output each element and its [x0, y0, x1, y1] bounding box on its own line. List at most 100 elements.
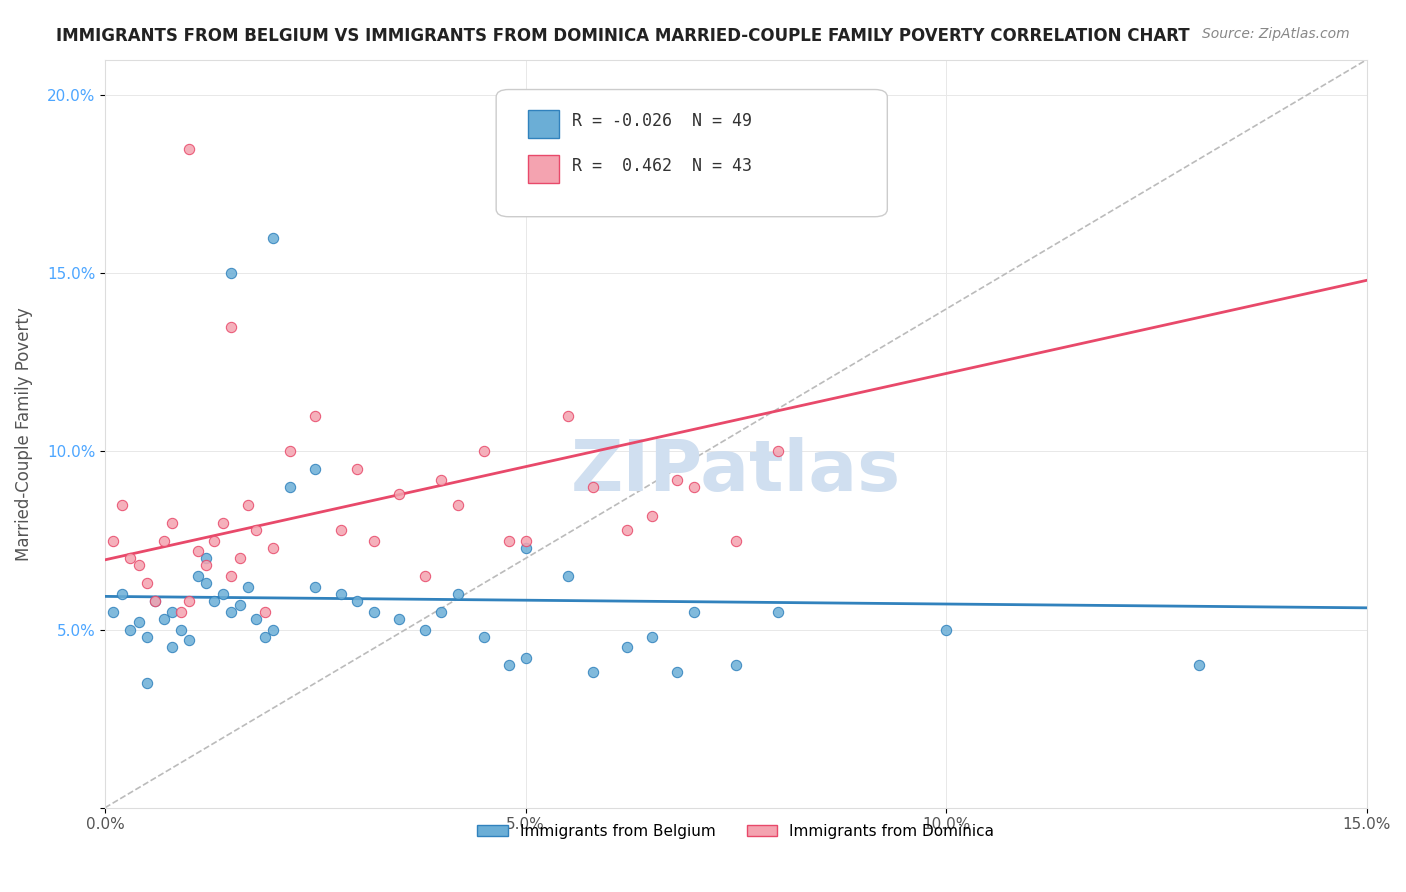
- Point: [236, 580, 259, 594]
- Point: [430, 605, 453, 619]
- Point: [724, 533, 747, 548]
- Point: [179, 142, 201, 156]
- Point: [179, 594, 201, 608]
- Point: [179, 633, 201, 648]
- Point: [111, 498, 134, 512]
- Point: [413, 569, 436, 583]
- FancyBboxPatch shape: [527, 154, 560, 183]
- Point: [211, 516, 233, 530]
- Point: [170, 605, 193, 619]
- Point: [682, 480, 704, 494]
- Text: IMMIGRANTS FROM BELGIUM VS IMMIGRANTS FROM DOMINICA MARRIED-COUPLE FAMILY POVERT: IMMIGRANTS FROM BELGIUM VS IMMIGRANTS FR…: [56, 27, 1189, 45]
- Point: [253, 630, 276, 644]
- Point: [329, 523, 352, 537]
- Point: [186, 544, 208, 558]
- Point: [262, 231, 284, 245]
- Point: [766, 605, 789, 619]
- Point: [363, 533, 385, 548]
- Point: [641, 630, 664, 644]
- Point: [616, 640, 638, 655]
- Point: [162, 605, 184, 619]
- Point: [194, 576, 217, 591]
- Text: R = -0.026  N = 49: R = -0.026 N = 49: [572, 112, 752, 130]
- Point: [724, 658, 747, 673]
- Text: Source: ZipAtlas.com: Source: ZipAtlas.com: [1202, 27, 1350, 41]
- Point: [1187, 658, 1209, 673]
- Point: [194, 551, 217, 566]
- Point: [515, 533, 537, 548]
- Point: [245, 612, 267, 626]
- Point: [145, 594, 167, 608]
- Point: [472, 630, 495, 644]
- Point: [329, 587, 352, 601]
- Point: [219, 569, 242, 583]
- Point: [388, 487, 411, 501]
- Point: [582, 665, 605, 680]
- Point: [682, 605, 704, 619]
- Point: [262, 541, 284, 555]
- Point: [599, 195, 621, 210]
- Point: [128, 558, 150, 573]
- Point: [202, 594, 225, 608]
- Point: [304, 409, 326, 423]
- Point: [346, 462, 368, 476]
- Point: [120, 551, 142, 566]
- Point: [219, 605, 242, 619]
- Point: [430, 473, 453, 487]
- Point: [136, 630, 159, 644]
- Point: [211, 587, 233, 601]
- Point: [278, 480, 301, 494]
- Point: [304, 580, 326, 594]
- Point: [498, 658, 520, 673]
- Point: [162, 516, 184, 530]
- Point: [515, 541, 537, 555]
- Text: ZIPatlas: ZIPatlas: [571, 436, 901, 506]
- Point: [136, 676, 159, 690]
- Point: [515, 651, 537, 665]
- Point: [472, 444, 495, 458]
- Legend: Immigrants from Belgium, Immigrants from Dominica: Immigrants from Belgium, Immigrants from…: [471, 818, 1001, 845]
- Point: [641, 508, 664, 523]
- Point: [304, 462, 326, 476]
- Point: [935, 623, 957, 637]
- Point: [202, 533, 225, 548]
- Point: [262, 623, 284, 637]
- Point: [228, 598, 250, 612]
- Point: [128, 615, 150, 630]
- Point: [413, 623, 436, 637]
- Point: [557, 569, 579, 583]
- FancyBboxPatch shape: [527, 110, 560, 138]
- Point: [498, 533, 520, 548]
- Point: [153, 612, 176, 626]
- Point: [186, 569, 208, 583]
- Point: [219, 266, 242, 280]
- FancyBboxPatch shape: [496, 89, 887, 217]
- Point: [666, 665, 689, 680]
- Point: [228, 551, 250, 566]
- Y-axis label: Married-Couple Family Poverty: Married-Couple Family Poverty: [15, 307, 32, 560]
- Point: [111, 587, 134, 601]
- Point: [582, 480, 605, 494]
- Point: [346, 594, 368, 608]
- Point: [153, 533, 176, 548]
- Point: [120, 623, 142, 637]
- Point: [145, 594, 167, 608]
- Point: [194, 558, 217, 573]
- Point: [103, 605, 125, 619]
- Point: [170, 623, 193, 637]
- Point: [666, 473, 689, 487]
- Point: [136, 576, 159, 591]
- Point: [162, 640, 184, 655]
- Point: [278, 444, 301, 458]
- Point: [766, 444, 789, 458]
- Point: [219, 319, 242, 334]
- Point: [245, 523, 267, 537]
- Point: [253, 605, 276, 619]
- Text: R =  0.462  N = 43: R = 0.462 N = 43: [572, 157, 752, 175]
- Point: [103, 533, 125, 548]
- Point: [616, 523, 638, 537]
- Point: [447, 587, 470, 601]
- Point: [363, 605, 385, 619]
- Point: [447, 498, 470, 512]
- Point: [388, 612, 411, 626]
